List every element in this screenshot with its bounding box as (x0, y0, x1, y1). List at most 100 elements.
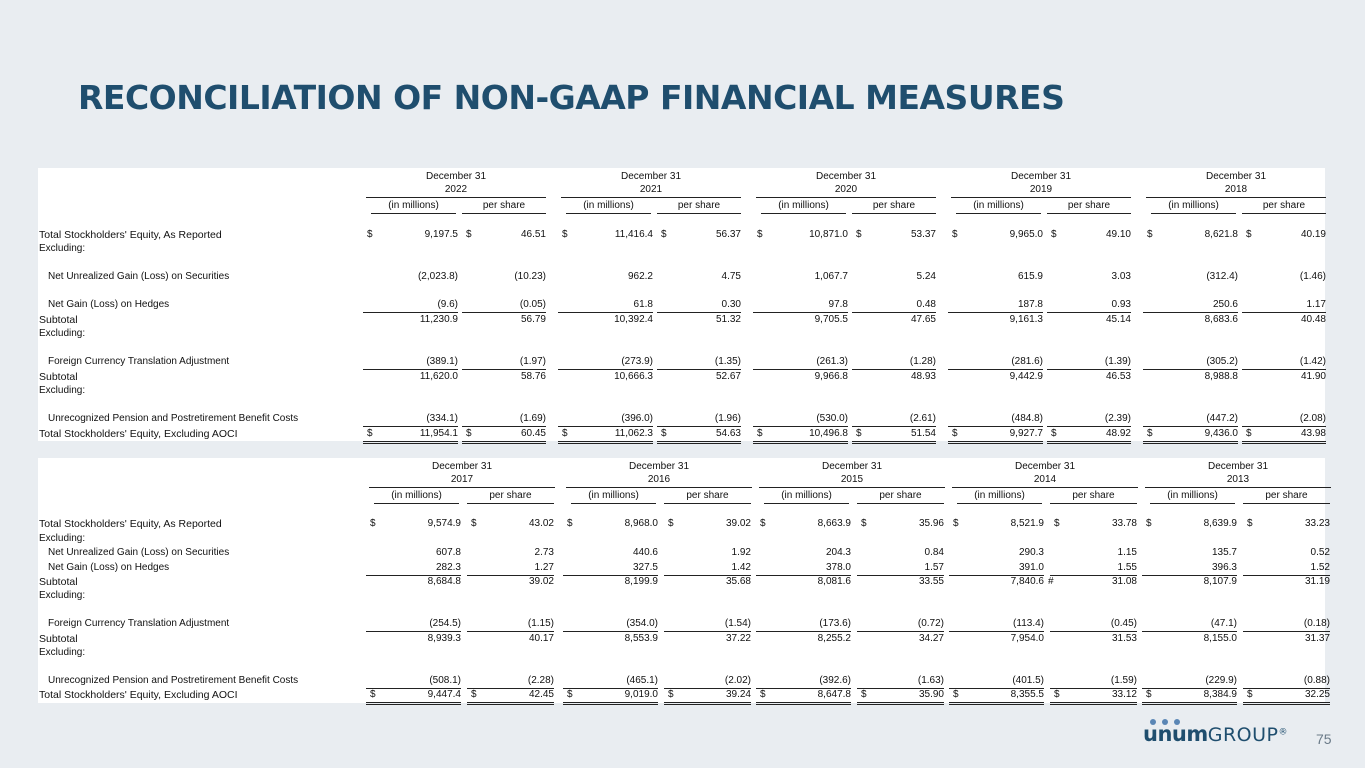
value-per-share: 0.30 (657, 299, 741, 313)
value-in-millions: 8,647.8 (756, 689, 851, 705)
value-in-millions: 8,639.9 (1203, 518, 1237, 529)
dollar-sign: $ (760, 689, 766, 700)
dollar-sign: $ (861, 689, 867, 700)
dollar-sign: $ (1146, 518, 1152, 529)
col-header-per-share: per share (1242, 200, 1326, 214)
value-per-share: (2.02) (664, 675, 751, 689)
year-header: 2015 (759, 474, 945, 488)
year-header: 2021 (561, 184, 741, 198)
page-number: 75 (1316, 731, 1332, 747)
value-in-millions: 8,684.8 (427, 576, 461, 587)
dollar-sign: $ (1147, 229, 1153, 240)
dollar-sign: $ (567, 689, 573, 700)
col-header-millions: (in millions) (761, 200, 846, 214)
row-label: Excluding: (39, 533, 86, 544)
value-per-share: 37.22 (725, 633, 751, 644)
value-per-share: 60.45 (462, 428, 546, 444)
dollar-sign: $ (953, 689, 959, 700)
value-per-share: 51.32 (715, 314, 741, 325)
value-per-share: 46.53 (1105, 371, 1131, 382)
value-per-share: (1.63) (857, 675, 944, 689)
dollar-sign: $ (856, 428, 862, 439)
row-label: Excluding: (39, 328, 86, 339)
value-per-share: 48.93 (910, 371, 936, 382)
dollar-sign: $ (367, 229, 373, 240)
dollar-sign: $ (668, 518, 674, 529)
period-header: December 31 (821, 461, 883, 472)
value-in-millions: (447.2) (1143, 413, 1238, 427)
value-per-share: (2.61) (852, 413, 936, 427)
value-in-millions: (354.0) (563, 618, 658, 632)
value-per-share: 39.02 (725, 518, 751, 529)
value-in-millions: 204.3 (825, 547, 851, 558)
col-header-per-share: per share (1243, 490, 1330, 504)
row-label: Total Stockholders' Equity, As Reported (39, 518, 222, 530)
value-in-millions: 250.6 (1143, 299, 1238, 313)
value-per-share: 3.03 (1111, 271, 1131, 282)
value-in-millions: 327.5 (563, 562, 658, 576)
logo-unum-text: unum (1143, 722, 1208, 746)
reconciliation-table-2013-2017: December 31 2017 (in millions) per share Dec… (38, 458, 1331, 705)
dollar-sign: $ (466, 229, 472, 240)
value-per-share: 39.02 (528, 576, 554, 587)
value-in-millions: (530.0) (753, 413, 848, 427)
row-label: Total Stockholders' Equity, As Reported (39, 229, 222, 241)
value-per-share: 33.78 (1111, 518, 1137, 529)
value-in-millions: 8,553.9 (624, 633, 658, 644)
value-per-share: (1.96) (657, 413, 741, 427)
col-header-per-share: per share (852, 200, 936, 214)
value-per-share: (10.23) (514, 271, 546, 282)
dollar-sign: $ (1054, 518, 1060, 529)
value-in-millions: (229.9) (1142, 675, 1237, 689)
value-per-share: 35.68 (725, 576, 751, 587)
value-in-millions: 9,161.3 (1009, 314, 1043, 325)
value-per-share: 1.92 (731, 547, 751, 558)
value-in-millions: (305.2) (1143, 356, 1238, 370)
row-label: Unrecognized Pension and Postretirement … (48, 675, 299, 686)
value-in-millions: 11,416.4 (614, 229, 653, 240)
row-label: Total Stockholders' Equity, Excluding AO… (39, 689, 238, 701)
dollar-sign: $ (567, 518, 573, 529)
value-in-millions: 8,107.9 (1203, 576, 1237, 587)
row-label: Excluding: (39, 243, 86, 254)
value-in-millions: 9,965.0 (1009, 229, 1043, 240)
period-header: December 31 (620, 171, 682, 182)
year-header: 2018 (1146, 184, 1326, 198)
value-in-millions: 8,939.3 (427, 633, 461, 644)
value-in-millions: 8,521.9 (1010, 518, 1044, 529)
value-in-millions: 440.6 (632, 547, 658, 558)
value-per-share: (1.35) (657, 356, 741, 370)
value-per-share: 1.27 (467, 562, 554, 576)
value-per-share: (0.18) (1243, 618, 1330, 632)
value-in-millions: 8,621.8 (1204, 229, 1238, 240)
value-per-share: 0.84 (924, 547, 944, 558)
value-in-millions: 8,199.9 (624, 576, 658, 587)
value-per-share: (1.15) (467, 618, 554, 632)
dollar-sign: $ (668, 689, 674, 700)
value-in-millions: 9,436.0 (1143, 428, 1238, 444)
value-per-share: (1.54) (664, 618, 751, 632)
value-in-millions: 615.9 (1017, 271, 1043, 282)
value-in-millions: (113.4) (949, 618, 1044, 632)
dollar-sign: $ (562, 229, 568, 240)
value-in-millions: 9,197.5 (424, 229, 458, 240)
value-in-millions: (465.1) (563, 675, 658, 689)
col-header-millions: (in millions) (1150, 490, 1235, 504)
dollar-sign: $ (370, 689, 376, 700)
col-header-millions: (in millions) (371, 200, 456, 214)
period-header: December 31 (1205, 171, 1267, 182)
period-header: December 31 (815, 171, 877, 182)
value-in-millions: (9.6) (363, 299, 458, 313)
value-per-share: 48.92 (1047, 428, 1131, 444)
value-in-millions: 9,966.8 (814, 371, 848, 382)
col-header-millions: (in millions) (571, 490, 656, 504)
value-per-share: 39.24 (664, 689, 751, 705)
year-header: 2013 (1145, 474, 1331, 488)
value-in-millions: 135.7 (1211, 547, 1237, 558)
value-in-millions: 607.8 (435, 547, 461, 558)
logo-registered-mark: ® (1278, 727, 1288, 738)
value-in-millions: 11,954.1 (363, 428, 458, 444)
period-header: December 31 (425, 171, 487, 182)
value-per-share: 1.52 (1243, 562, 1330, 576)
value-in-millions: (2,023.8) (417, 271, 458, 282)
